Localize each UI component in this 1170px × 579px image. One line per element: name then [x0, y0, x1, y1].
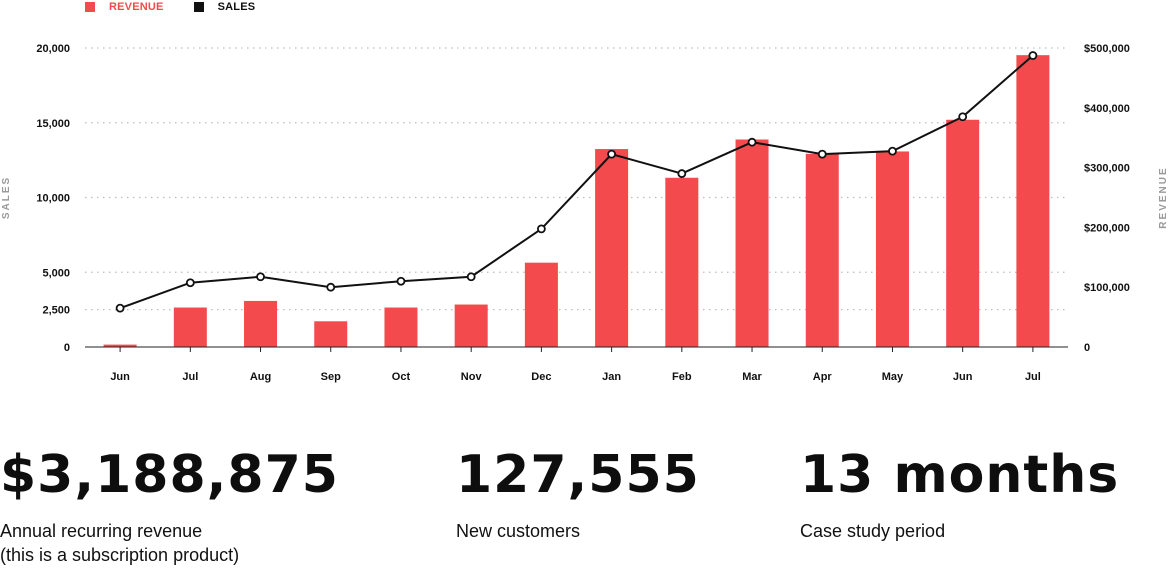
x-tick-label: Mar	[742, 371, 762, 383]
stat-new-customers: 127,555 New customers	[456, 448, 700, 543]
point-sales	[677, 169, 687, 178]
stat-value: 127,555	[456, 445, 700, 505]
x-tick-label: Oct	[392, 371, 411, 383]
bar-revenue	[595, 149, 629, 347]
point-sales	[747, 137, 757, 147]
stat-label: Annual recurring revenue (this is a subs…	[0, 519, 339, 568]
point-sales	[607, 149, 617, 159]
stat-case-study-period: 13 months Case study period	[800, 448, 1119, 543]
point-sales	[466, 272, 476, 282]
legend-item-revenue: REVENUE	[85, 1, 164, 13]
x-tick-label: Dec	[531, 371, 551, 383]
y-tick-label-left: 0	[64, 342, 70, 354]
stat-annual-recurring-revenue: $3,188,875 Annual recurring revenue (thi…	[0, 448, 339, 567]
revenue-sales-chart: 0 2,500 5,000 10,000 15,000 20,000 0 $100,000 $2…	[1, 43, 1169, 383]
stat-value: 13 months	[800, 445, 1120, 505]
bar-revenue	[384, 307, 418, 347]
bar-revenue	[244, 300, 278, 347]
y-tick-label-left: 2,500	[42, 305, 70, 317]
y-tick-label-right: $300,000	[1084, 163, 1130, 175]
x-tick-label: Nov	[461, 371, 483, 383]
legend-item-sales: SALES	[193, 1, 256, 13]
bar-revenue	[665, 177, 699, 347]
y-tick-label-left: 15,000	[36, 118, 70, 130]
bar-revenue	[946, 119, 980, 347]
stat-label-line: Annual recurring revenue	[0, 520, 203, 541]
x-tick-label: Feb	[672, 371, 692, 383]
stat-value: $3,188,875	[0, 445, 339, 505]
point-sales	[185, 278, 195, 288]
bar-revenue	[1016, 55, 1050, 348]
legend-swatch-revenue	[85, 2, 95, 12]
point-sales	[536, 224, 546, 234]
x-tick-label: Jan	[602, 371, 621, 383]
bar-revenue	[875, 151, 909, 347]
x-tick-label: Sep	[321, 371, 341, 383]
stat-label-line: (this is a subscription product)	[0, 544, 240, 565]
point-sales	[256, 272, 265, 282]
stat-label-line: New customers	[456, 520, 581, 541]
stat-label-line: Case study period	[800, 520, 946, 541]
x-tick-label: Jul	[1025, 371, 1041, 383]
legend-label-revenue: REVENUE	[109, 1, 164, 13]
y-tick-label-right: $200,000	[1084, 222, 1130, 234]
bar-revenue	[454, 304, 488, 347]
x-tick-label: Jun	[110, 371, 130, 383]
x-tick-label: Jul	[182, 371, 198, 383]
y-axis-title-left: SALES	[1, 176, 12, 219]
line-sales	[119, 54, 1034, 310]
x-tick-label: Jun	[953, 371, 973, 383]
bar-revenue	[314, 321, 348, 347]
point-sales	[817, 149, 827, 159]
stat-label: Case study period	[800, 519, 1119, 543]
x-tick-label: Aug	[250, 371, 271, 383]
point-sales	[888, 146, 897, 156]
point-sales	[1028, 51, 1038, 60]
y-tick-label-left: 5,000	[42, 267, 70, 279]
y-tick-label-left: 20,000	[36, 43, 70, 55]
y-tick-label-right: $500,000	[1084, 43, 1130, 55]
bar-revenue	[735, 139, 769, 347]
y-tick-label-right: 0	[1084, 342, 1090, 354]
x-tick-label: Apr	[813, 371, 833, 383]
y-tick-label-right: $400,000	[1084, 103, 1130, 115]
point-sales	[326, 282, 336, 292]
point-sales	[396, 276, 406, 286]
legend-label-sales: SALES	[217, 1, 256, 13]
y-tick-label-left: 10,000	[36, 193, 70, 205]
bar-revenue	[805, 153, 839, 347]
y-tick-label-right: $100,000	[1084, 282, 1130, 294]
point-sales	[115, 303, 125, 313]
point-sales	[958, 112, 968, 122]
bar-revenue	[103, 344, 137, 347]
chart-legend: REVENUE SALES	[85, 0, 255, 14]
x-tick-label: May	[882, 371, 904, 383]
y-axis-title-right: REVENUE	[1158, 166, 1169, 228]
legend-swatch-sales	[193, 2, 204, 12]
bar-revenue	[524, 262, 558, 347]
stat-label: New customers	[456, 519, 700, 543]
bar-revenue	[173, 307, 207, 347]
